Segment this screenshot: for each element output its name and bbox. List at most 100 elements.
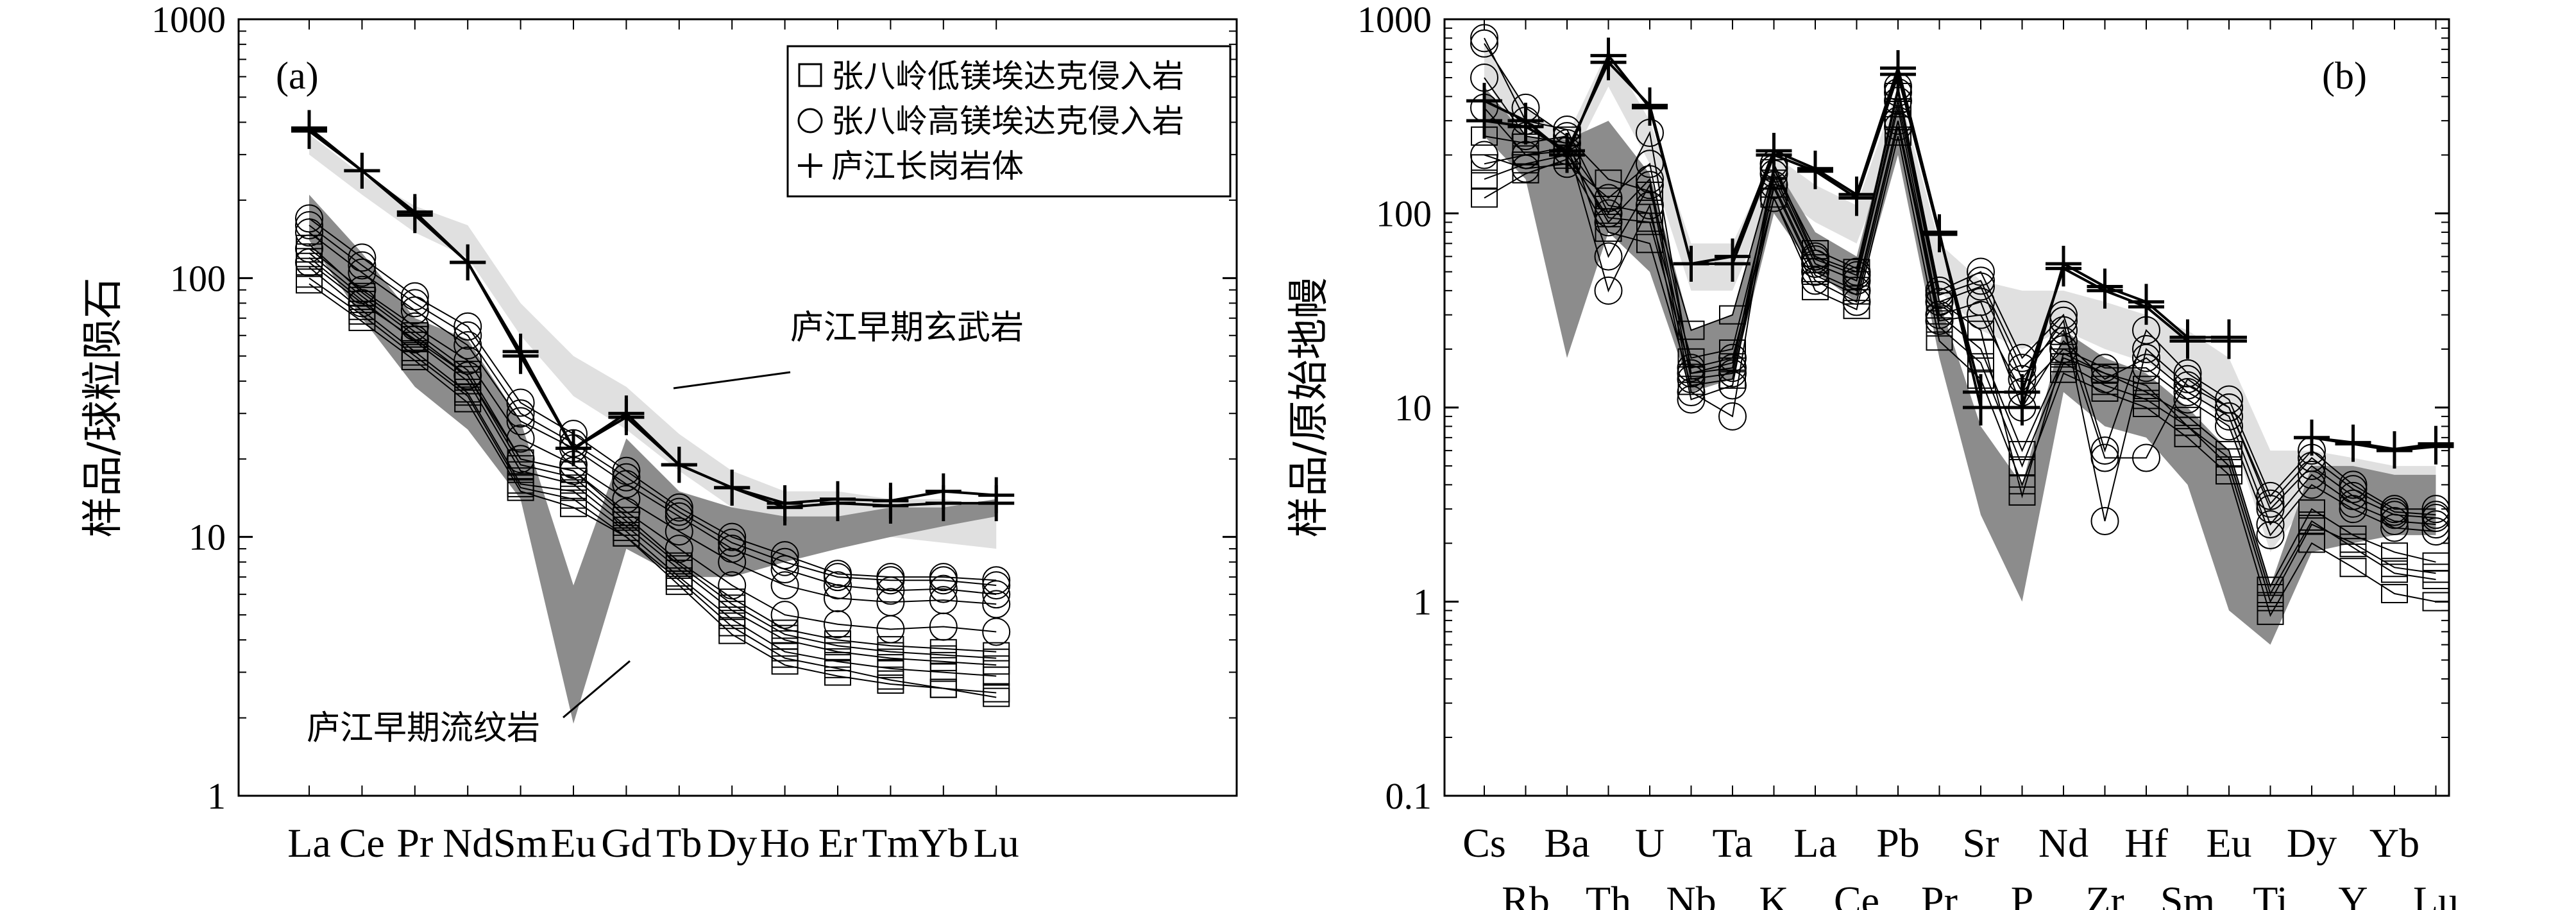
data-point-circle — [982, 571, 1011, 600]
data-point-circle — [2049, 306, 2078, 335]
data-point-circle — [2298, 460, 2326, 489]
data-point-circle — [1636, 150, 1664, 178]
series-line-1-5 — [1484, 77, 2436, 522]
data-point-plus — [1921, 216, 1958, 253]
data-point-circle — [612, 456, 641, 485]
x-tick-label: Eu — [2206, 820, 2251, 866]
data-point-plus — [2169, 323, 2206, 359]
data-point-circle — [982, 566, 1011, 595]
data-point-square — [2216, 448, 2242, 468]
x-tick-label: Y — [2338, 878, 2368, 910]
series-line-1-1 — [1484, 107, 2436, 588]
data-point-circle — [2132, 334, 2160, 363]
series-line-0-10 — [309, 262, 997, 633]
data-point-circle — [2049, 327, 2078, 356]
data-point-circle — [665, 493, 693, 522]
data-point-circle — [876, 566, 905, 595]
data-point-circle — [1925, 306, 1954, 335]
data-point-circle — [982, 617, 1011, 646]
data-point-plus — [555, 430, 591, 467]
data-point-circle — [2256, 510, 2285, 539]
x-tick-label: U — [1635, 820, 1665, 866]
legend-label: 张八岭低镁埃达克侵入岩 — [831, 58, 1184, 95]
field-0-0 — [309, 134, 997, 549]
x-tick-label: Nd — [443, 820, 493, 866]
data-point-circle — [982, 580, 1011, 609]
data-point-circle — [612, 497, 641, 526]
legend-label: 张八岭高镁埃达克侵入岩 — [831, 103, 1184, 140]
data-point-circle — [929, 566, 958, 595]
data-point-circle — [295, 204, 323, 233]
data-point-circle — [2380, 497, 2409, 526]
data-point-square — [613, 527, 640, 547]
data-point-square — [1967, 353, 1994, 373]
data-point-circle — [665, 517, 693, 546]
data-point-circle — [824, 584, 852, 613]
data-point-circle — [348, 243, 377, 272]
data-point-square — [665, 555, 693, 575]
data-point-square — [929, 645, 957, 665]
data-point-circle — [1842, 276, 1871, 305]
annotation-basalt: 庐江早期玄武岩 — [790, 309, 1024, 347]
data-point-circle — [929, 612, 958, 641]
x-tick-label: Dy — [2287, 820, 2337, 866]
data-point-circle — [2132, 343, 2160, 372]
legend-circle-icon — [797, 108, 823, 133]
data-point-plus — [978, 485, 1015, 522]
data-point-square — [877, 658, 904, 678]
data-point-square — [2381, 563, 2408, 583]
data-point-plus — [872, 488, 909, 524]
series-line-0-9 — [309, 225, 997, 587]
data-point-square — [718, 617, 746, 637]
x-tick-label: Ba — [1544, 820, 1589, 866]
data-point-plus — [608, 399, 645, 436]
data-point-square — [1595, 222, 1622, 242]
data-point-square — [718, 594, 746, 614]
data-point-circle — [1925, 280, 1954, 309]
data-point-square — [2008, 456, 2036, 476]
data-point-circle — [453, 321, 482, 350]
data-point-circle — [2090, 506, 2119, 535]
data-point-circle — [1718, 359, 1747, 388]
series-line-1-8 — [1484, 37, 2436, 516]
x-tick-label: Nb — [1666, 878, 1716, 910]
data-point-circle — [1801, 245, 1829, 274]
data-point-square — [2339, 558, 2367, 578]
data-point-circle — [1718, 354, 1747, 382]
data-point-circle — [295, 234, 323, 263]
data-point-square — [771, 624, 799, 644]
data-point-plus — [1590, 44, 1627, 81]
data-point-circle — [982, 590, 1011, 619]
data-point-plus — [1838, 180, 1875, 216]
data-point-square — [665, 571, 693, 590]
data-point-circle — [1967, 272, 1995, 301]
data-point-circle — [2215, 393, 2243, 422]
data-point-circle — [400, 282, 429, 311]
data-point-square — [983, 648, 1010, 668]
panel-label: (a) — [276, 55, 319, 97]
data-point-plus — [2211, 323, 2247, 359]
data-point-circle — [2215, 402, 2243, 431]
y-tick-label: 100 — [1376, 193, 1432, 235]
data-point-circle — [824, 571, 852, 600]
data-point-circle — [770, 601, 799, 630]
data-point-circle — [348, 289, 377, 318]
data-point-square — [1967, 320, 1994, 340]
data-point-circle — [2090, 436, 2119, 465]
series-line-0-5 — [309, 252, 997, 659]
x-tick-label: Lu — [974, 820, 1019, 866]
data-point-circle — [1718, 343, 1747, 372]
data-point-plus — [925, 485, 962, 522]
legend-plus-icon — [798, 153, 822, 178]
x-tick-label: Pb — [1876, 820, 1920, 866]
x-tick-label: La — [287, 820, 331, 866]
data-point-circle — [1677, 354, 1706, 382]
data-point-plus — [1507, 108, 1544, 145]
data-point-square — [2174, 427, 2201, 447]
data-point-square — [771, 648, 799, 668]
data-point-circle — [1636, 171, 1664, 200]
legend-square-icon — [798, 63, 822, 87]
data-point-square — [824, 636, 851, 656]
y-tick-label: 10 — [189, 517, 226, 558]
data-point-circle — [770, 541, 799, 570]
